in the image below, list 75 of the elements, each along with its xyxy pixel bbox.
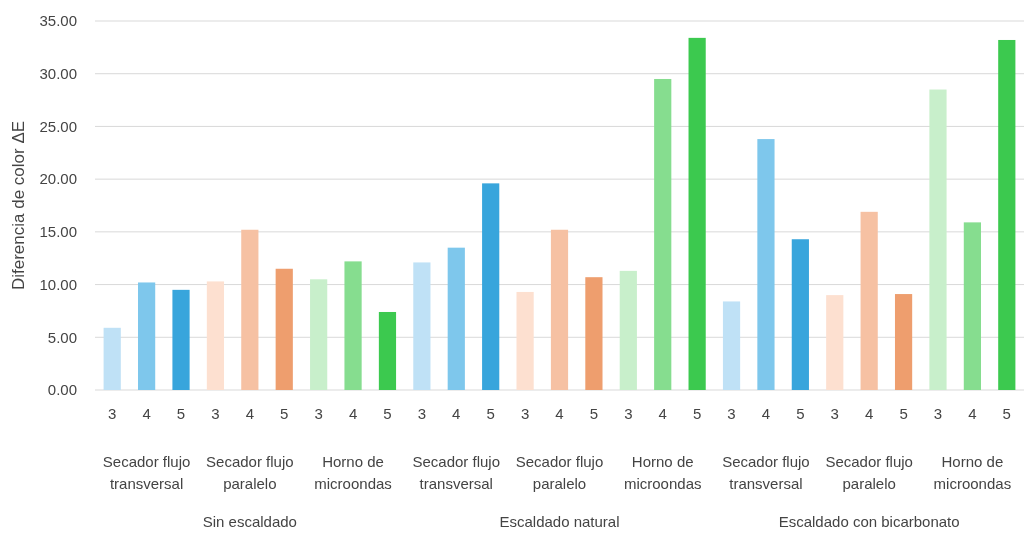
text: Horno de microondas: [623, 453, 702, 492]
x-tick-label: 4: [968, 404, 977, 422]
bar: [482, 183, 500, 390]
x-tick-label: 3: [108, 404, 117, 422]
bar: [929, 89, 947, 390]
bar: [550, 229, 569, 390]
x-tick-label: 4: [864, 404, 874, 422]
bar: [172, 289, 190, 390]
x-tick-label: 5: [899, 404, 908, 422]
bar: [241, 229, 259, 390]
y-tick-label: 10.00: [39, 275, 77, 293]
bar: [826, 295, 844, 390]
bar: [585, 277, 603, 390]
bar: [619, 270, 637, 390]
y-tick-label: 20.00: [39, 170, 77, 188]
x-tick-label: 3: [211, 404, 220, 422]
x-tick-label: 5: [1002, 404, 1011, 422]
text: Secador flujo paralelo: [515, 453, 604, 492]
x-tick-label: 5: [176, 404, 186, 422]
y-tick-label: 15.00: [39, 223, 77, 241]
x-tick-label: 5: [692, 404, 702, 422]
bar: [447, 247, 465, 390]
x-tick-label: 3: [624, 404, 633, 422]
bar: [757, 139, 775, 390]
x-tick-label: 4: [245, 404, 255, 422]
text: Secador flujo paralelo: [206, 453, 294, 492]
text: Secador flujo transversal: [412, 453, 501, 492]
x-tick-label: 4: [555, 404, 564, 422]
x-tick-label: 3: [417, 404, 427, 422]
y-axis-title: Diferencia de color ΔE: [9, 120, 28, 291]
text: Secador flujo transversal: [102, 453, 191, 492]
bar: [722, 301, 741, 390]
bar: [963, 222, 981, 390]
x-tick-label: 4: [348, 404, 358, 422]
text: Secador flujo paralelo: [825, 453, 913, 492]
text: Escaldado con bicarbonato: [778, 513, 960, 530]
x-tick-label: 5: [796, 404, 805, 422]
bar: [206, 281, 225, 390]
x-tick-label: 3: [933, 404, 943, 422]
bar: [378, 311, 397, 390]
y-tick-label: 0.00: [47, 381, 77, 399]
bar: [998, 39, 1016, 390]
y-tick-label: 35.00: [39, 12, 77, 30]
x-tick-label: 5: [280, 404, 289, 422]
text: Horno de microondas: [314, 453, 392, 492]
x-tick-label: 3: [520, 404, 530, 422]
x-tick-label: 5: [589, 404, 599, 422]
x-tick-label: 4: [761, 404, 771, 422]
bar: [310, 279, 328, 390]
bar: [654, 78, 672, 390]
text: Horno de microondas: [933, 453, 1012, 492]
bar: [413, 262, 431, 390]
y-tick-label: 30.00: [39, 65, 77, 83]
bar: [688, 37, 706, 390]
text: Sin escaldado: [202, 513, 297, 530]
bar: [860, 211, 878, 390]
x-tick-label: 5: [383, 404, 392, 422]
bar: [894, 294, 913, 390]
y-tick-label: 5.00: [47, 328, 77, 346]
bar: [138, 282, 156, 390]
bar: [516, 291, 534, 390]
x-tick-label: 4: [452, 404, 461, 422]
x-tick-label: 3: [727, 404, 736, 422]
text: Secador flujo transversal: [722, 453, 810, 492]
bar: [791, 239, 809, 390]
text: Escaldado natural: [499, 513, 620, 530]
bar: [103, 327, 121, 390]
x-tick-label: 5: [486, 404, 495, 422]
bar: [275, 268, 293, 390]
x-tick-label: 3: [830, 404, 839, 422]
bar: [344, 261, 362, 390]
x-tick-label: 4: [658, 404, 667, 422]
y-tick-label: 25.00: [39, 117, 77, 135]
x-tick-label: 3: [314, 404, 323, 422]
x-tick-label: 4: [142, 404, 151, 422]
